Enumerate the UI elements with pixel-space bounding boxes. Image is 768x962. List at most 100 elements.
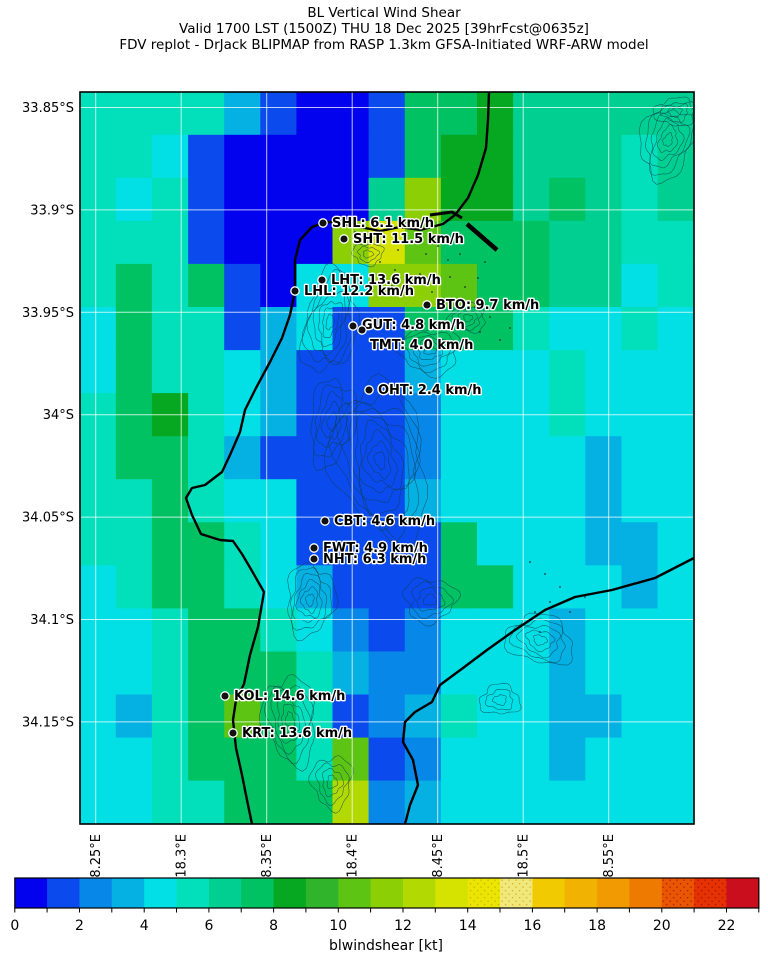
colorbar-segment xyxy=(726,878,760,908)
raster-cell xyxy=(151,737,189,782)
contour-line xyxy=(312,290,347,357)
raster-cell xyxy=(404,436,442,480)
raster-cell xyxy=(657,263,694,308)
speckle xyxy=(479,331,481,333)
map-border xyxy=(79,91,695,825)
contour-line xyxy=(411,581,454,620)
station-marker-GUT xyxy=(348,321,358,331)
raster-cell xyxy=(621,651,659,696)
map-raster xyxy=(80,92,694,824)
raster-cell xyxy=(621,522,659,566)
station-marker-LHL xyxy=(290,286,300,296)
contour-line xyxy=(416,587,446,612)
contour-line xyxy=(361,429,398,487)
contour-line xyxy=(451,306,483,331)
contour-line xyxy=(310,377,357,471)
colorbar-border xyxy=(14,877,760,909)
raster-cell xyxy=(368,565,406,609)
lon-tick-label: 18.35°E xyxy=(260,834,275,886)
lat-tick-label: 33.95°S xyxy=(22,306,74,321)
station-label-KRT: KRT: 13.6 km/h xyxy=(242,726,352,741)
raster-cell xyxy=(260,608,297,653)
raster-cell xyxy=(296,436,334,480)
station-marker-CBT xyxy=(320,516,330,526)
raster-cell xyxy=(513,177,550,222)
raster-cell xyxy=(368,263,406,308)
map-speckles xyxy=(354,231,586,633)
speckle xyxy=(549,601,551,603)
raster-cell xyxy=(585,436,622,480)
raster-cell xyxy=(80,694,117,739)
contour-line xyxy=(351,243,385,268)
raster-cell xyxy=(368,177,406,222)
raster-cell xyxy=(188,436,225,480)
speckle xyxy=(379,261,381,263)
raster-cell xyxy=(440,134,478,179)
contour-line xyxy=(491,694,507,706)
raster-cell xyxy=(549,479,586,523)
raster-cell xyxy=(549,436,586,480)
raster-cell xyxy=(549,263,586,308)
raster-cell xyxy=(657,479,694,523)
plot-title-line1: BL Vertical Wind Shear xyxy=(307,5,461,21)
raster-cell xyxy=(621,220,659,265)
raster-cell xyxy=(332,565,370,609)
speckle xyxy=(489,316,491,318)
station-marker-LHT xyxy=(317,275,327,285)
raster-cell xyxy=(513,608,550,653)
speckle xyxy=(494,301,496,303)
raster-cell xyxy=(549,737,586,782)
raster-cell xyxy=(585,177,622,222)
speckle xyxy=(474,306,476,308)
speckle xyxy=(584,596,586,598)
raster-cell xyxy=(115,220,153,265)
raster-cell xyxy=(585,522,622,566)
raster-cell xyxy=(513,307,550,351)
raster-cell xyxy=(585,134,622,179)
raster-cell xyxy=(657,780,694,824)
latitude-axis: 33.85°S 33.9°S 33.95°S 34°S 34.05°S 34.1°S 34.… xyxy=(22,101,74,730)
contour-line xyxy=(322,767,344,798)
raster-cell xyxy=(115,694,153,739)
coastline-west xyxy=(184,92,491,824)
colorbar-tick-label: 22 xyxy=(718,918,736,934)
raster-cell xyxy=(188,780,225,824)
raster-cell xyxy=(151,263,189,308)
raster-cell xyxy=(368,436,406,480)
contour-line xyxy=(357,246,381,263)
raster-cell xyxy=(224,479,261,523)
raster-cell xyxy=(513,522,550,566)
raster-cell xyxy=(80,220,117,265)
speckle xyxy=(411,241,413,243)
speckle xyxy=(529,561,531,563)
speckle xyxy=(544,573,546,575)
colorbar: 0 2 4 6 8 10 12 14 16 18 20 22 xyxy=(10,877,760,934)
raster-cell xyxy=(224,780,261,824)
raster-cell xyxy=(513,350,550,394)
raster-cell xyxy=(657,565,694,609)
contour-line xyxy=(418,339,444,360)
raster-cell xyxy=(549,694,586,739)
contour-line xyxy=(315,762,350,806)
contour-line xyxy=(393,324,461,379)
raster-cell xyxy=(260,134,297,179)
contour-line xyxy=(263,685,315,765)
lat-tick-label: 34°S xyxy=(43,408,74,423)
raster-cell xyxy=(80,92,117,136)
raster-cell xyxy=(585,565,622,609)
raster-cell xyxy=(188,92,225,136)
contour-line xyxy=(328,389,422,542)
raster-cell xyxy=(332,737,370,782)
contour-line xyxy=(402,577,461,627)
contour-line xyxy=(667,107,683,118)
lon-tick-label: 18.45°E xyxy=(431,834,446,886)
station-marker-KRT xyxy=(228,728,238,738)
raster-cell xyxy=(188,608,225,653)
raster-cell xyxy=(332,651,370,696)
raster-cell xyxy=(549,608,586,653)
raster-cell xyxy=(80,350,117,394)
contour-line xyxy=(308,755,354,814)
station-label-SHL: SHL: 6.1 km/h xyxy=(332,216,434,231)
colorbar-segment xyxy=(629,878,663,908)
raster-cell xyxy=(151,436,189,480)
